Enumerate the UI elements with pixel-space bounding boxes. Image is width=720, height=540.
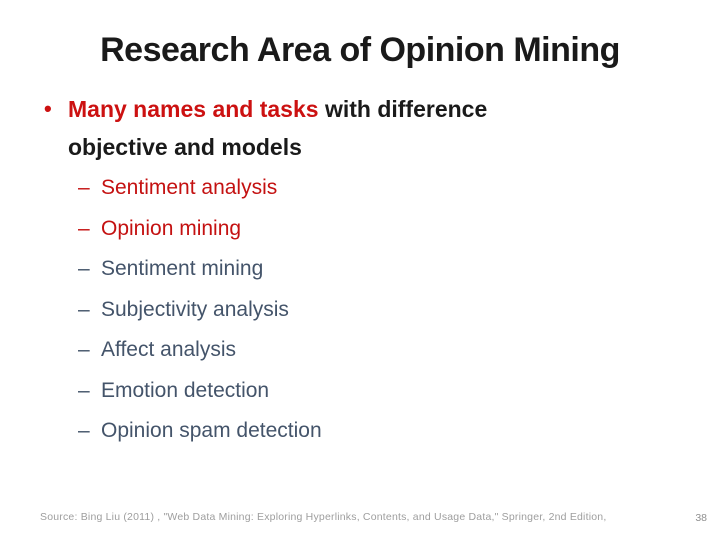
dash-marker: – — [78, 338, 90, 361]
sub-bullet-opinion-mining: – Opinion mining — [78, 209, 322, 250]
dash-marker: – — [78, 216, 90, 240]
dash-marker: – — [78, 257, 90, 280]
sub-bullet-label: Sentiment analysis — [101, 176, 278, 199]
dash-marker: – — [78, 176, 90, 199]
main-bullet-red-text: Many names and tasks — [68, 96, 319, 122]
main-bullet-black-text: with difference objective and models — [68, 96, 488, 160]
source-citation: Source: Bing Liu (2011) , "Web Data Mini… — [40, 511, 607, 523]
dash-marker: – — [78, 419, 90, 442]
sub-bullet-label: Subjectivity analysis — [101, 297, 289, 321]
sub-bullet-emotion-detection: – Emotion detection — [78, 371, 322, 412]
sub-bullet-sentiment-analysis: – Sentiment analysis — [78, 168, 322, 209]
page-number: 38 — [695, 512, 707, 524]
dash-marker: – — [78, 378, 90, 402]
sub-bullet-label: Affect analysis — [101, 338, 237, 361]
sub-bullet-sentiment-mining: – Sentiment mining — [78, 249, 322, 290]
sub-bullet-label: Sentiment mining — [101, 257, 264, 280]
main-bullet: • Many names and tasks with difference o… — [44, 90, 544, 166]
sub-bullet-opinion-spam-detection: – Opinion spam detection — [78, 411, 322, 452]
sub-bullet-label: Opinion spam detection — [101, 419, 322, 442]
dash-marker: – — [78, 297, 90, 321]
sub-bullet-label: Opinion mining — [101, 216, 242, 240]
sub-bullet-label: Emotion detection — [101, 378, 270, 402]
bullet-marker: • — [44, 96, 52, 121]
main-bullet-text: Many names and tasks with difference obj… — [68, 90, 538, 166]
sub-bullet-subjectivity-analysis: – Subjectivity analysis — [78, 290, 322, 331]
sub-bullet-affect-analysis: – Affect analysis — [78, 330, 322, 371]
sub-bullet-list: – Sentiment analysis – Opinion mining – … — [78, 168, 322, 452]
slide-title: Research Area of Opinion Mining — [100, 31, 620, 69]
